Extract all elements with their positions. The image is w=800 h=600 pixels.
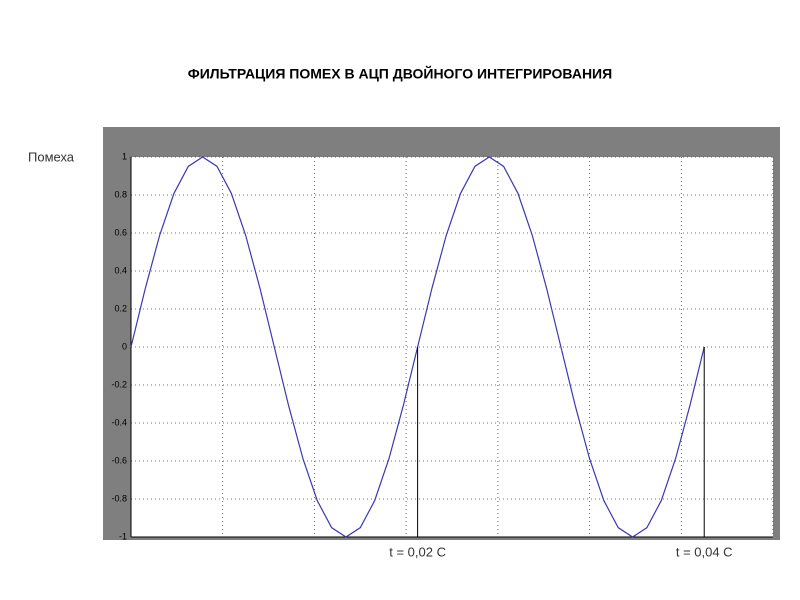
time-marker-label: t = 0,02 С [389, 544, 446, 559]
chart-title: ФИЛЬТРАЦИЯ ПОМЕХ В АЦП ДВОЙНОГО ИНТЕГРИР… [188, 65, 612, 82]
y-tick-label: -0.8 [111, 493, 127, 503]
y-tick-label: 0.8 [114, 189, 127, 199]
y-tick-label: -0.2 [111, 379, 127, 389]
y-tick-label: -1 [119, 531, 127, 541]
time-marker-label: t = 0,04 С [676, 544, 733, 559]
y-tick-label: 0.6 [114, 227, 127, 237]
y-axis-label: Помеха [28, 149, 75, 164]
y-tick-label: 0.2 [114, 303, 127, 313]
y-tick-label: 0 [122, 341, 127, 351]
y-tick-label: 0.4 [114, 265, 127, 275]
y-tick-label: -0.4 [111, 417, 127, 427]
y-tick-label: -0.6 [111, 455, 127, 465]
y-tick-label: 1 [122, 151, 127, 161]
